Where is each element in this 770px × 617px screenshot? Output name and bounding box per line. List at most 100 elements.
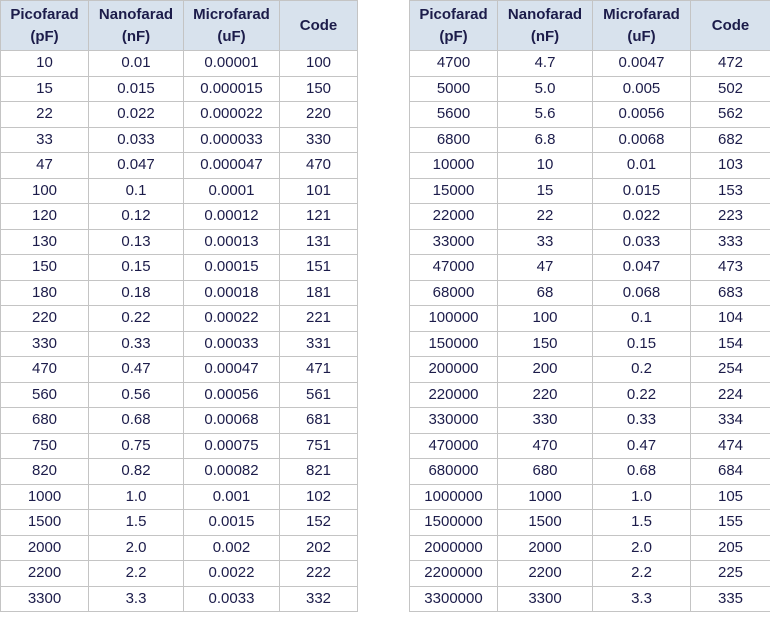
header-text: Picofarad [419,5,488,23]
cell: 0.00015 [183,254,280,281]
cell: 2000 [497,534,593,561]
data-row: 680000 680 0.68 684 [409,458,770,485]
header-cell: Code [690,0,770,51]
cell: 0.22 [592,381,691,408]
cell: 2.2 [592,560,691,587]
header-text: Microfarad [603,5,680,23]
cell: 334 [690,407,770,434]
data-row: 680 0.68 0.00068 681 [0,407,358,434]
cell: 0.033 [88,126,184,153]
cell: 474 [690,432,770,459]
data-row: 4700 4.7 0.0047 472 [409,50,770,77]
cell: 5.0 [497,75,593,102]
cell: 0.12 [88,203,184,230]
cell: 130 [0,228,89,255]
cell: 22 [497,203,593,230]
cell: 150 [279,75,358,102]
cell: 471 [279,356,358,383]
header-text: Nanofarad [98,5,174,23]
cell: 330 [0,330,89,357]
data-row: 820 0.82 0.00082 821 [0,458,358,485]
header-text: Code [299,16,338,34]
cell: 220 [497,381,593,408]
data-row: 2000 2.0 0.002 202 [0,534,358,561]
cell: 104 [690,305,770,332]
data-row: 3300 3.3 0.0033 332 [0,585,358,612]
cell: 472 [690,50,770,77]
cell: 153 [690,177,770,204]
data-row: 560 0.56 0.00056 561 [0,381,358,408]
cell: 750 [0,432,89,459]
data-row: 22 0.022 0.000022 220 [0,101,358,128]
data-row: 130 0.13 0.00013 131 [0,228,358,255]
cell: 3300000 [409,585,498,612]
cell: 1500 [497,509,593,536]
cell: 131 [279,228,358,255]
cell: 15000 [409,177,498,204]
header-text: (nF) [121,27,151,45]
cell: 821 [279,458,358,485]
data-row: 6800 6.8 0.0068 682 [409,126,770,153]
cell: 100 [0,177,89,204]
cell: 0.0022 [183,560,280,587]
data-row: 1000 1.0 0.001 102 [0,483,358,510]
header-text: Microfarad [193,5,270,23]
cell: 0.047 [592,254,691,281]
cell: 0.001 [183,483,280,510]
cell: 0.015 [592,177,691,204]
cell: 15 [0,75,89,102]
cell: 0.033 [592,228,691,255]
data-row: 10 0.01 0.00001 100 [0,50,358,77]
header-cell: Microfarad (uF) [183,0,280,51]
cell: 470 [497,432,593,459]
cell: 0.0015 [183,509,280,536]
cell: 561 [279,381,358,408]
cell: 330 [497,407,593,434]
data-row: 10000 10 0.01 103 [409,152,770,179]
cell: 0.000047 [183,152,280,179]
cell: 0.00082 [183,458,280,485]
cell: 2.0 [592,534,691,561]
data-row: 33000 33 0.033 333 [409,228,770,255]
cell: 154 [690,330,770,357]
cell: 335 [690,585,770,612]
data-row: 100000 100 0.1 104 [409,305,770,332]
cell: 1500000 [409,509,498,536]
cell: 331 [279,330,358,357]
cell: 68 [497,279,593,306]
cell: 0.00022 [183,305,280,332]
cell: 6800 [409,126,498,153]
cell: 100 [497,305,593,332]
cell: 2.0 [88,534,184,561]
cell: 562 [690,101,770,128]
cell: 0.68 [592,458,691,485]
cell: 680000 [409,458,498,485]
cell: 330 [279,126,358,153]
header-text: (uF) [627,27,656,45]
cell: 47 [0,152,89,179]
cell: 5000 [409,75,498,102]
cell: 0.47 [592,432,691,459]
cell: 68000 [409,279,498,306]
cell: 0.68 [88,407,184,434]
data-row: 5000 5.0 0.005 502 [409,75,770,102]
cell: 0.047 [88,152,184,179]
header-cell: Nanofarad (nF) [497,0,593,51]
cell: 150 [497,330,593,357]
data-row: 200000 200 0.2 254 [409,356,770,383]
cell: 222 [279,560,358,587]
data-row: 1500 1.5 0.0015 152 [0,509,358,536]
cell: 151 [279,254,358,281]
data-row: 47000 47 0.047 473 [409,254,770,281]
cell: 0.18 [88,279,184,306]
cell: 470 [0,356,89,383]
cell: 682 [690,126,770,153]
data-row: 3300000 3300 3.3 335 [409,585,770,612]
data-row: 220 0.22 0.00022 221 [0,305,358,332]
header-text: (pF) [30,27,59,45]
cell: 470000 [409,432,498,459]
cell: 254 [690,356,770,383]
capacitor-table: Picofarad (pF) Nanofarad (nF) Microfarad (uF)… [0,0,358,612]
cell: 0.2 [592,356,691,383]
cell: 0.002 [183,534,280,561]
